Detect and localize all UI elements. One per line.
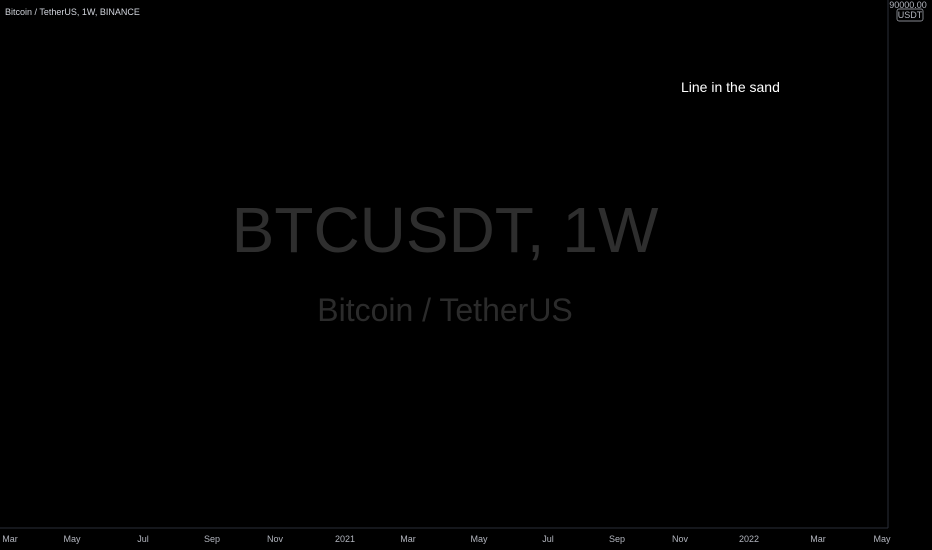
time-tick-label: Mar	[2, 534, 18, 544]
time-tick-label: Mar	[400, 534, 416, 544]
currency-box[interactable]	[896, 8, 924, 22]
time-tick-label: Sep	[204, 534, 220, 544]
time-tick-label: 2021	[335, 534, 355, 544]
chart-title: Bitcoin / TetherUS, 1W, BINANCE	[5, 7, 140, 17]
trendline-label: Line in the sand	[681, 79, 780, 95]
time-tick-label: Jul	[137, 534, 149, 544]
time-tick-label: Sep	[609, 534, 625, 544]
time-tick-label: Jul	[542, 534, 554, 544]
time-axis[interactable]: Mar May Jul Sep Nov 2021 Mar May Jul Sep Nov 2022 Ma…	[0, 527, 891, 544]
time-tick-label: May	[470, 534, 488, 544]
currency-label: USDT	[898, 10, 923, 20]
time-tick-label: May	[873, 534, 891, 544]
watermark-name: Bitcoin / TetherUS	[317, 292, 573, 328]
time-tick-label: May	[63, 534, 81, 544]
time-tick-label: Nov	[267, 534, 284, 544]
price-axis[interactable]: 90000.00 USDT 75000.0063000.0051000.0041…	[887, 0, 929, 528]
price-axis-top-label: 90000.00	[889, 0, 927, 10]
watermark-symbol: BTCUSDT, 1W	[232, 194, 659, 266]
time-tick-label: Nov	[672, 534, 689, 544]
time-tick-label: 2022	[739, 534, 759, 544]
time-tick-label: Mar	[810, 534, 826, 544]
drawings-group: Line in the sand	[681, 79, 780, 95]
